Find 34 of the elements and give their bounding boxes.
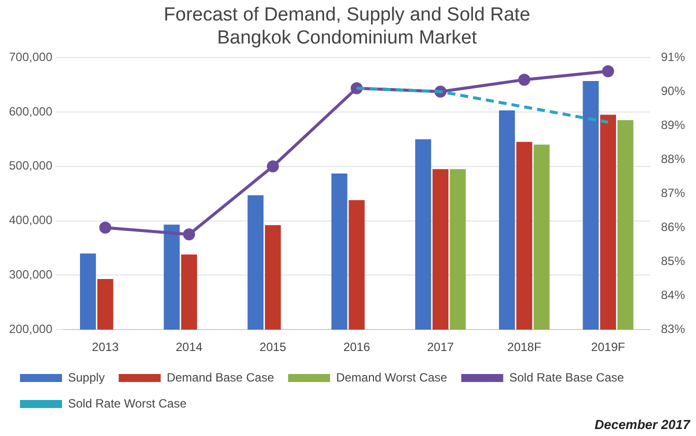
y-tick-label: 500,000	[8, 158, 53, 173]
y-tick-label: 600,000	[8, 104, 53, 118]
y2-tick-label: 84%	[660, 288, 686, 302]
y2-tick-label: 90%	[660, 84, 686, 98]
point	[183, 228, 196, 240]
x-tick-label: 2015	[260, 340, 287, 354]
legend-label: Sold Rate Base Case	[509, 370, 624, 384]
legend-label: Sold Rate Worst Case	[68, 396, 187, 410]
legend-label: Demand Base Case	[166, 370, 274, 384]
y-tick-label: 400,000	[8, 213, 53, 228]
text: December 2017	[594, 417, 690, 432]
y2-tick-label: 87%	[660, 186, 686, 200]
y-tick-label: 200,000	[8, 322, 53, 336]
point	[518, 74, 530, 86]
y2-tick-label: 91%	[660, 50, 686, 64]
y-tick-label: 700,000	[8, 50, 53, 64]
x-tick-label: 2018F	[507, 340, 542, 354]
x-tick-label: 2019F	[591, 340, 626, 354]
y2-tick-label: 88%	[660, 152, 686, 166]
y2-tick-label: 86%	[660, 220, 686, 234]
legend-label: Supply	[68, 370, 105, 384]
point	[266, 160, 279, 172]
point	[602, 65, 614, 78]
x-tick-label: 2016	[343, 340, 370, 354]
y2-tick-label: 85%	[660, 254, 686, 268]
x-tick-label: 2014	[176, 340, 203, 354]
x-tick-label: 2017	[427, 340, 454, 354]
chart-title: Forecast of Demand, Supply and Sold Rate Bangkok Condominium Market	[164, 4, 530, 48]
legend-label: Demand Worst Case	[336, 370, 448, 384]
y2-tick-label: 89%	[660, 118, 686, 132]
point	[99, 222, 112, 234]
x-tick-label: 2013	[92, 340, 119, 354]
y-tick-label: 300,000	[8, 268, 53, 282]
y2-tick-label: 83%	[660, 322, 686, 336]
